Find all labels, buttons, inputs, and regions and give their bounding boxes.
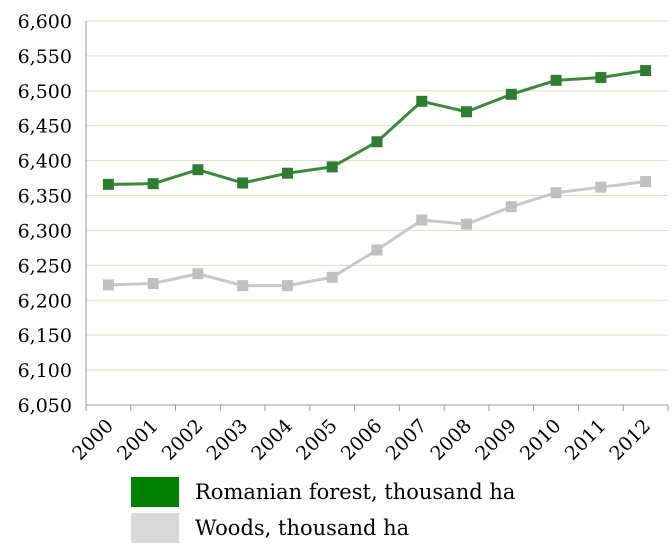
y-tick-label: 6,200 [18,290,72,312]
data-point-series-1 [371,244,383,256]
data-point-series-1 [550,187,562,199]
data-point-series-0 [147,178,159,190]
data-point-series-0 [371,136,383,148]
data-point-series-1 [326,271,338,283]
x-tick-label: 2003 [202,415,252,465]
x-tick-label: 2012 [605,415,655,465]
data-point-series-1 [640,176,652,188]
data-point-series-1 [595,181,607,193]
x-tick-label: 2000 [68,415,118,465]
legend-label-romanian-forest: Romanian forest, thousand ha [195,480,516,504]
x-tick-label: 2008 [426,415,476,465]
legend-label-woods: Woods, thousand ha [195,516,410,540]
data-point-series-0 [640,65,652,77]
data-point-series-1 [192,268,204,280]
line-chart: 6,050 6,100 6,150 6,200 6,250 6,300 6,350 6,400… [18,11,669,465]
y-axis-tick-labels: 6,050 6,100 6,150 6,200 6,250 6,300 6,350 6,400… [18,11,72,417]
data-point-series-0 [461,106,473,118]
data-point-series-0 [550,74,562,86]
legend-item-woods: Woods, thousand ha [131,510,515,546]
data-point-series-1 [102,279,114,291]
x-tick-label: 2010 [516,415,566,465]
legend-swatch-romanian-forest [131,477,179,507]
data-point-series-1 [237,280,249,292]
y-tick-label: 6,050 [18,395,72,417]
x-axis-tick-labels: 2000200120022003200420052006200720082009… [68,415,655,465]
data-point-series-1 [147,278,159,290]
series-line-1 [108,180,646,288]
legend: Romanian forest, thousand ha Woods, thou… [131,474,515,546]
y-tick-label: 6,150 [18,325,72,347]
series-line-0 [108,69,646,186]
x-tick-label: 2001 [113,415,163,465]
axes [85,21,669,411]
x-tick-label: 2007 [382,415,432,465]
data-point-series-0 [102,178,114,190]
y-tick-label: 6,100 [18,360,72,382]
x-tick-label: 2005 [292,415,342,465]
data-point-series-0 [281,167,293,179]
data-point-series-0 [192,164,204,176]
x-tick-label: 2002 [158,415,208,465]
y-tick-label: 6,600 [18,11,72,33]
x-tick-label: 2004 [247,415,297,465]
x-tick-label: 2011 [561,415,611,465]
series-group [102,65,652,292]
y-tick-label: 6,350 [18,186,72,208]
data-point-series-1 [505,201,517,213]
data-point-series-0 [237,177,249,189]
y-tick-label: 6,500 [18,81,72,103]
x-tick-label: 2009 [471,415,521,465]
gridlines [86,20,668,371]
data-point-series-1 [416,214,428,226]
data-point-series-1 [281,280,293,292]
data-point-series-0 [595,72,607,84]
legend-swatch-woods [131,513,179,543]
legend-item-romanian-forest: Romanian forest, thousand ha [131,474,515,510]
x-tick-label: 2006 [337,415,387,465]
data-point-series-1 [461,218,473,230]
y-tick-label: 6,250 [18,255,72,277]
data-point-series-0 [326,161,338,173]
data-point-series-0 [416,95,428,107]
y-tick-label: 6,550 [18,46,72,68]
y-tick-label: 6,300 [18,220,72,242]
y-tick-label: 6,400 [18,151,72,173]
data-point-series-0 [505,88,517,100]
y-tick-label: 6,450 [18,116,72,138]
